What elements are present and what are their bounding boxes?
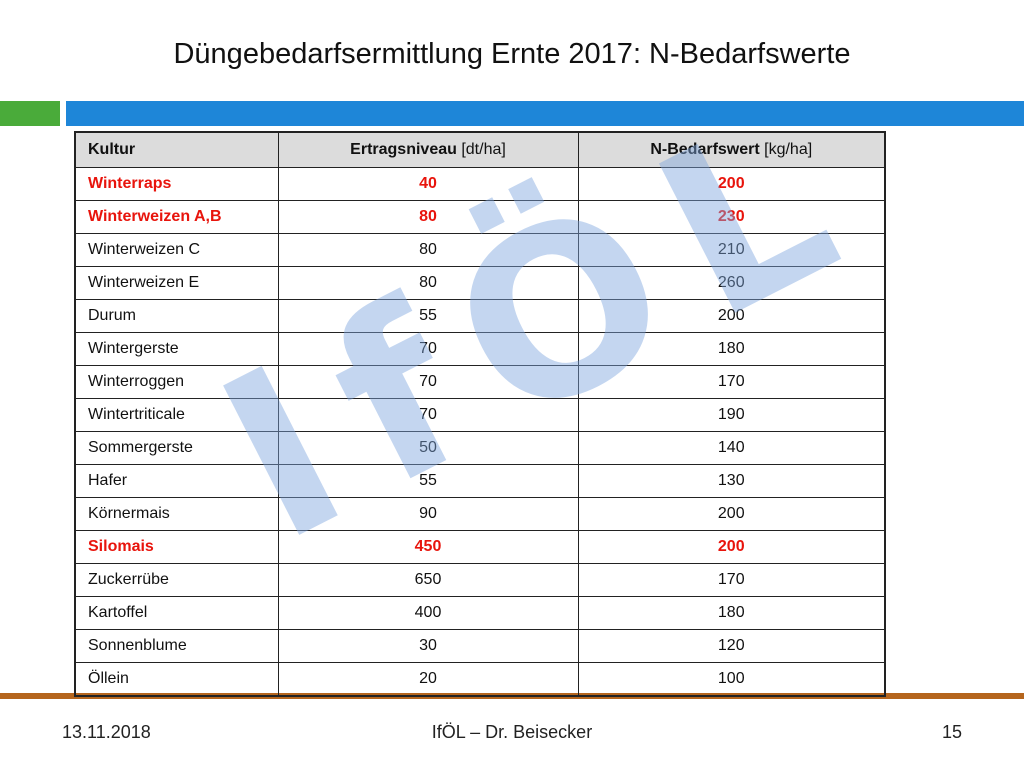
cell-kultur: Winterraps <box>74 167 279 201</box>
n-bedarf-table: Kultur Ertragsniveau [dt/ha] N-Bedarfswe… <box>74 131 886 697</box>
cell-kultur: Kartoffel <box>74 596 279 630</box>
header-n-bedarfswert: N-Bedarfswert [kg/ha] <box>577 131 886 168</box>
cell-kultur: Winterweizen A,B <box>74 200 279 234</box>
cell-kultur: Körnermais <box>74 497 279 531</box>
cell-n-bedarfswert: 190 <box>577 398 886 432</box>
cell-kultur: Zuckerrübe <box>74 563 279 597</box>
page-number: 15 <box>941 722 962 742</box>
cell-n-bedarfswert: 130 <box>577 464 886 498</box>
cell-n-bedarfswert: 170 <box>577 365 886 399</box>
cell-n-bedarfswert: 200 <box>577 167 886 201</box>
cell-ertragsniveau: 450 <box>277 530 579 564</box>
cell-kultur: Winterweizen C <box>74 233 279 267</box>
cell-kultur: Sonnenblume <box>74 629 279 663</box>
cell-n-bedarfswert: 120 <box>577 629 886 663</box>
cell-n-bedarfswert: 200 <box>577 299 886 333</box>
cell-n-bedarfswert: 230 <box>577 200 886 234</box>
table-row: Durum 55 200 <box>74 299 886 333</box>
footer-date: 13.11.2018 <box>62 722 151 742</box>
cell-ertragsniveau: 90 <box>277 497 579 531</box>
table-row: Hafer 55 130 <box>74 464 886 498</box>
cell-n-bedarfswert: 210 <box>577 233 886 267</box>
cell-n-bedarfswert: 170 <box>577 563 886 597</box>
table-row: Winterweizen C 80 210 <box>74 233 886 267</box>
header-ertragsniveau: Ertragsniveau [dt/ha] <box>277 131 579 168</box>
blue-accent-bar <box>66 101 1024 126</box>
table-row: Silomais 450 200 <box>74 530 886 564</box>
cell-n-bedarfswert: 180 <box>577 332 886 366</box>
cell-n-bedarfswert: 200 <box>577 530 886 564</box>
cell-ertragsniveau: 80 <box>277 266 579 300</box>
table-row: Körnermais 90 200 <box>74 497 886 531</box>
cell-kultur: Wintergerste <box>74 332 279 366</box>
cell-ertragsniveau: 70 <box>277 332 579 366</box>
cell-kultur: Winterweizen E <box>74 266 279 300</box>
cell-ertragsniveau: 55 <box>277 464 579 498</box>
table-row: Kartoffel 400 180 <box>74 596 886 630</box>
footer-author: IfÖL – Dr. Beisecker <box>431 722 593 742</box>
table-row: Winterroggen 70 170 <box>74 365 886 399</box>
cell-ertragsniveau: 70 <box>277 365 579 399</box>
cell-ertragsniveau: 50 <box>277 431 579 465</box>
table-row: Wintertriticale 70 190 <box>74 398 886 432</box>
cell-kultur: Winterroggen <box>74 365 279 399</box>
slide-title: Düngebedarfsermittlung Ernte 2017: N-Bed… <box>173 38 851 70</box>
cell-kultur: Silomais <box>74 530 279 564</box>
cell-ertragsniveau: 40 <box>277 167 579 201</box>
green-accent-bar <box>0 101 60 126</box>
cell-ertragsniveau: 70 <box>277 398 579 432</box>
cell-ertragsniveau: 20 <box>277 662 579 697</box>
table-row: Winterweizen E 80 260 <box>74 266 886 300</box>
cell-ertragsniveau: 400 <box>277 596 579 630</box>
cell-kultur: Wintertriticale <box>74 398 279 432</box>
cell-ertragsniveau: 80 <box>277 233 579 267</box>
cell-n-bedarfswert: 180 <box>577 596 886 630</box>
cell-ertragsniveau: 80 <box>277 200 579 234</box>
cell-n-bedarfswert: 260 <box>577 266 886 300</box>
table-row: Öllein 20 100 <box>74 662 886 697</box>
cell-kultur: Hafer <box>74 464 279 498</box>
table-header-row: Kultur Ertragsniveau [dt/ha] N-Bedarfswe… <box>74 131 886 168</box>
cell-n-bedarfswert: 200 <box>577 497 886 531</box>
cell-ertragsniveau: 30 <box>277 629 579 663</box>
cell-n-bedarfswert: 140 <box>577 431 886 465</box>
cell-n-bedarfswert: 100 <box>577 662 886 697</box>
cell-ertragsniveau: 55 <box>277 299 579 333</box>
header-kultur: Kultur <box>74 131 279 168</box>
table-row: Sommergerste 50 140 <box>74 431 886 465</box>
table-row: Wintergerste 70 180 <box>74 332 886 366</box>
table-row: Winterraps 40 200 <box>74 167 886 201</box>
cell-kultur: Öllein <box>74 662 279 697</box>
table-row: Winterweizen A,B 80 230 <box>74 200 886 234</box>
cell-kultur: Durum <box>74 299 279 333</box>
cell-ertragsniveau: 650 <box>277 563 579 597</box>
table-row: Zuckerrübe 650 170 <box>74 563 886 597</box>
table-row: Sonnenblume 30 120 <box>74 629 886 663</box>
cell-kultur: Sommergerste <box>74 431 279 465</box>
